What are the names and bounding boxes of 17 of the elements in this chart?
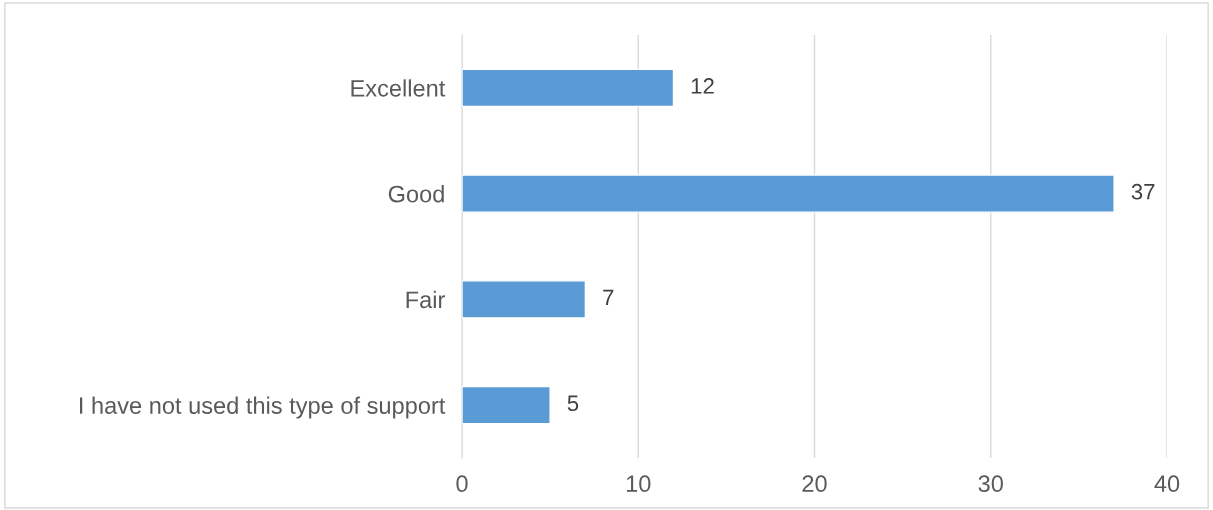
y-tick-label: Excellent: [351, 79, 446, 97]
y-tick-label: I have not used this type of support: [80, 396, 446, 419]
bar: [462, 174, 1115, 213]
data-label: 37: [1131, 183, 1155, 200]
data-label: 7: [603, 289, 614, 306]
bar: [462, 385, 551, 425]
x-tick-label: 10: [626, 475, 651, 493]
bar: [462, 68, 675, 108]
y-tick-label: Good: [388, 185, 444, 203]
x-tick-label: 40: [1154, 475, 1180, 493]
y-tick-label: Fair: [406, 290, 445, 309]
x-tick-label: 0: [456, 475, 468, 493]
x-tick-label: 30: [978, 475, 1003, 493]
bar: [462, 280, 587, 319]
data-label: 12: [691, 78, 714, 94]
x-tick-label: 20: [802, 475, 827, 493]
data-label: 5: [567, 395, 579, 412]
